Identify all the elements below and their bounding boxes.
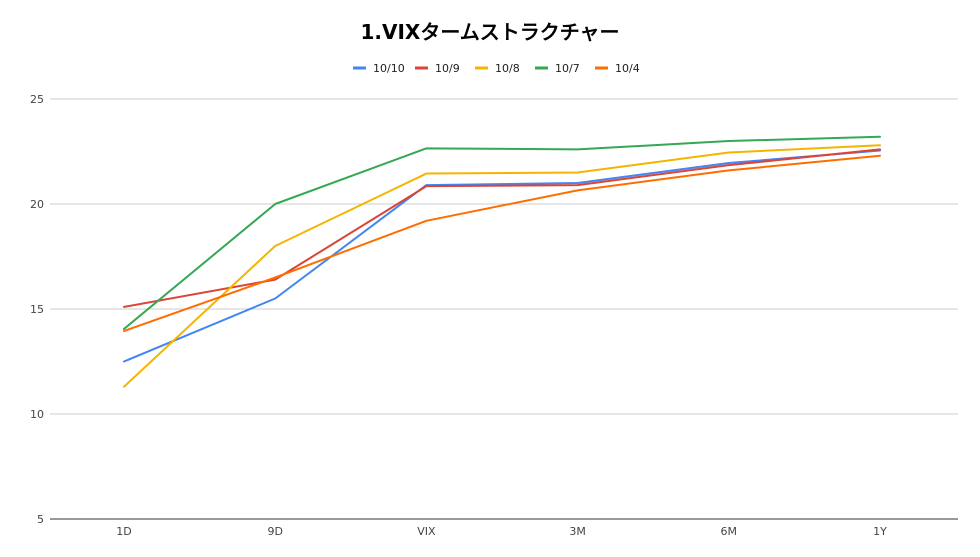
legend-label: 10/7 bbox=[555, 62, 580, 75]
legend-label: 10/8 bbox=[495, 62, 520, 75]
legend: 10/10 10/9 10/8 10/7 10/4 bbox=[353, 62, 640, 75]
series-line-1 bbox=[123, 149, 881, 363]
y-tick-label: 10 bbox=[30, 408, 44, 421]
x-tick-label: 3M bbox=[569, 525, 586, 538]
x-tick-label: VIX bbox=[417, 525, 436, 538]
x-tick-label: 6M bbox=[721, 525, 738, 538]
chart-title: 1.VIXタームストラクチャー bbox=[360, 20, 620, 44]
series-line-2 bbox=[123, 148, 881, 308]
y-tick-label: 20 bbox=[30, 198, 44, 211]
grid-lines bbox=[50, 98, 958, 520]
x-tick-label: 1Y bbox=[873, 525, 887, 538]
series-line-5 bbox=[123, 154, 881, 333]
legend-label: 10/10 bbox=[373, 62, 405, 75]
x-axis-ticks: 1D 9D VIX 3M 6M 1Y bbox=[116, 525, 887, 538]
legend-label: 10/4 bbox=[615, 62, 640, 75]
y-tick-label: 5 bbox=[37, 513, 44, 526]
legend-label: 10/9 bbox=[435, 62, 460, 75]
series-lines bbox=[123, 135, 881, 388]
y-axis-ticks: 5 10 15 20 25 bbox=[30, 93, 44, 526]
x-tick-label: 1D bbox=[116, 525, 131, 538]
y-tick-label: 15 bbox=[30, 303, 44, 316]
y-tick-label: 25 bbox=[30, 93, 44, 106]
x-tick-label: 9D bbox=[267, 525, 282, 538]
series-line-3 bbox=[123, 144, 881, 388]
series-line-4 bbox=[123, 135, 881, 330]
